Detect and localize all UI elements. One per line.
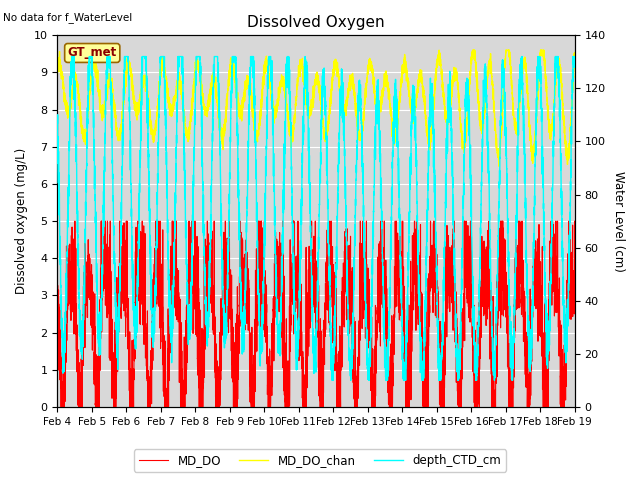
MD_DO_chan <box>440 95 447 100</box>
depth_CTD_cm <box>53 114 61 120</box>
MD_DO <box>148 348 156 353</box>
MD_DO_chan <box>435 48 443 53</box>
MD_DO_chan <box>495 164 503 169</box>
Title: Dissolved Oxygen: Dissolved Oxygen <box>247 15 385 30</box>
MD_DO <box>71 218 79 224</box>
depth_CTD_cm <box>364 376 372 382</box>
Line: depth_CTD_cm: depth_CTD_cm <box>57 57 575 380</box>
depth_CTD_cm <box>440 288 447 294</box>
MD_DO <box>571 270 579 276</box>
Text: No data for f_WaterLevel: No data for f_WaterLevel <box>3 12 132 23</box>
depth_CTD_cm <box>390 96 398 101</box>
depth_CTD_cm <box>252 128 259 134</box>
depth_CTD_cm <box>479 117 487 123</box>
MD_DO_chan <box>390 130 397 136</box>
MD_DO_chan <box>147 132 155 137</box>
MD_DO_chan <box>251 129 259 135</box>
MD_DO <box>479 256 487 262</box>
Legend: MD_DO, MD_DO_chan, depth_CTD_cm: MD_DO, MD_DO_chan, depth_CTD_cm <box>134 449 506 472</box>
MD_DO <box>390 325 398 331</box>
MD_DO <box>57 404 65 410</box>
Line: MD_DO_chan: MD_DO_chan <box>57 50 575 167</box>
depth_CTD_cm <box>148 275 156 281</box>
depth_CTD_cm <box>571 54 579 60</box>
MD_DO <box>364 314 372 320</box>
MD_DO <box>440 404 447 410</box>
MD_DO <box>252 348 259 353</box>
depth_CTD_cm <box>328 377 336 383</box>
Line: MD_DO: MD_DO <box>57 221 575 407</box>
Y-axis label: Water Level (cm): Water Level (cm) <box>612 171 625 272</box>
Text: GT_met: GT_met <box>68 47 117 60</box>
MD_DO_chan <box>53 70 61 76</box>
MD_DO <box>53 248 61 254</box>
MD_DO_chan <box>479 125 486 131</box>
depth_CTD_cm <box>68 54 76 60</box>
Y-axis label: Dissolved oxygen (mg/L): Dissolved oxygen (mg/L) <box>15 148 28 294</box>
MD_DO_chan <box>364 68 371 73</box>
MD_DO_chan <box>571 62 579 68</box>
